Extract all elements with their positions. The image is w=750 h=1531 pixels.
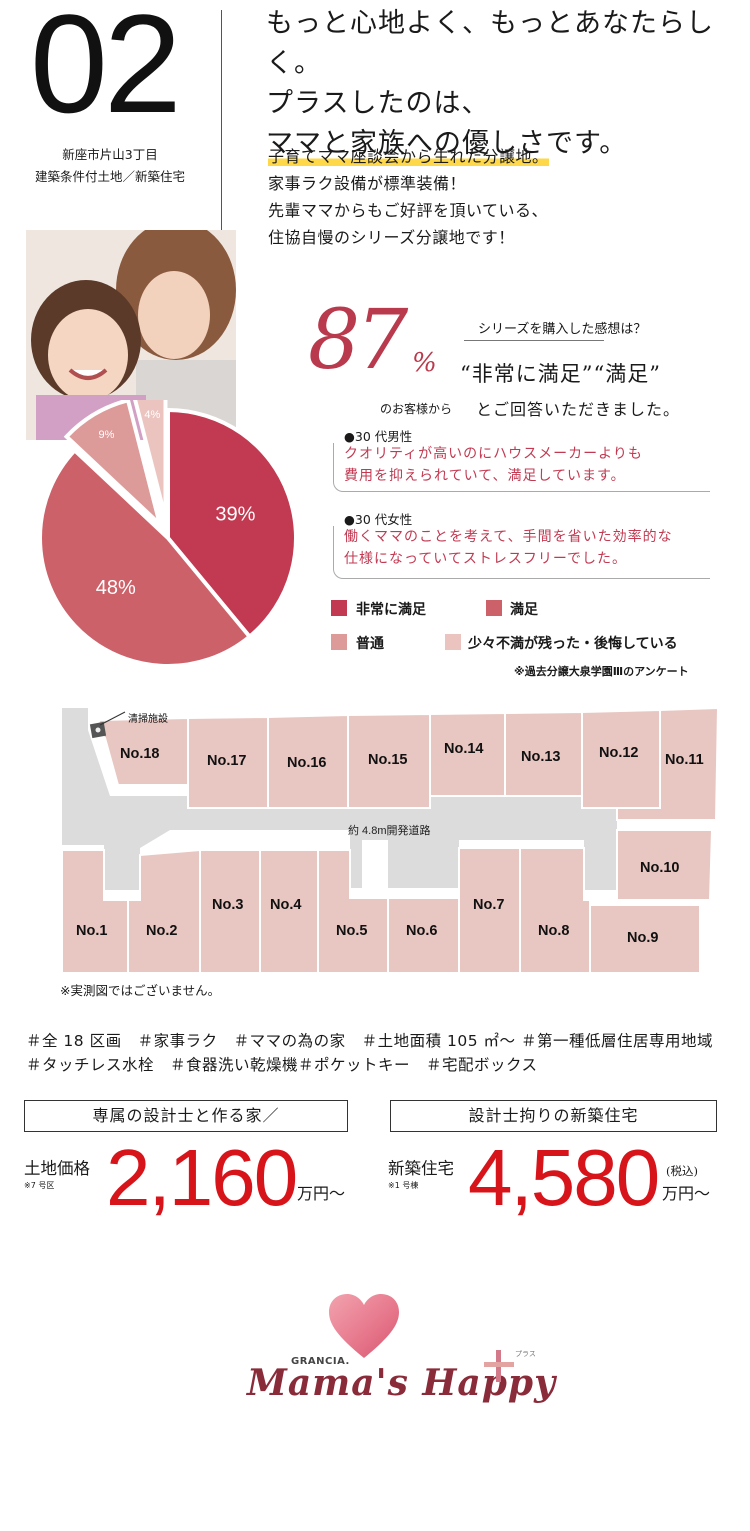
lead-text: 子育てママ座談会から生れた分譲地。 家事ラク設備が標準装備！ 先輩ママからもご好… bbox=[268, 143, 549, 251]
legend-label: 普通 bbox=[356, 633, 384, 653]
price-box-title: 専属の設計士と作る家／ bbox=[24, 1100, 348, 1132]
lot-label: No.5 bbox=[336, 923, 367, 939]
satisfaction-pie-chart: 39% 48% 9% 4% bbox=[30, 400, 305, 675]
pie-label: 4% bbox=[144, 409, 160, 421]
price-note: ※1 号棟 bbox=[388, 1180, 418, 1191]
tax-label: (税込) bbox=[666, 1163, 698, 1179]
road-label: 約 4.8m開発道路 bbox=[348, 822, 431, 838]
legend-label: 満足 bbox=[510, 599, 538, 619]
lot-label: No.15 bbox=[368, 752, 408, 768]
survey-answer-sub: とご回答いただきました。 bbox=[476, 396, 680, 420]
lead-line: 家事ラク設備が標準装備！ bbox=[268, 170, 549, 197]
house-price: 4,580 bbox=[468, 1138, 658, 1218]
lot-label: No.7 bbox=[473, 897, 504, 913]
headline-line: プラスしたのは、 bbox=[266, 84, 746, 124]
legend-label: 非常に満足 bbox=[356, 599, 426, 619]
feature-tags: ＃全 18 区画 ＃家事ラク ＃ママの為の家 ＃土地面積 105 ㎡～ ＃第一種… bbox=[26, 1029, 746, 1053]
voice-line: クオリティが高いのにハウスメーカーよりも bbox=[334, 443, 710, 465]
survey-percentage: 87 bbox=[308, 300, 404, 382]
lot-label: No.4 bbox=[270, 897, 301, 913]
plus-icon bbox=[480, 1346, 520, 1386]
lot-label: No.8 bbox=[538, 923, 569, 939]
source-note: ※過去分譲大泉学園Ⅲのアンケート bbox=[514, 663, 689, 679]
lead-highlight: 子育てママ座談会から生れた分譲地。 bbox=[268, 147, 549, 166]
voice-card: 働くママのことを考えて、手間を省いた効率的な 仕様になっていてストレスフリーでし… bbox=[333, 526, 710, 579]
legend-swatch bbox=[331, 600, 347, 616]
legend-swatch bbox=[445, 634, 461, 650]
price-label: 新築住宅 bbox=[388, 1155, 454, 1179]
lot-label: No.11 bbox=[665, 752, 704, 768]
pie-label: 9% bbox=[98, 429, 114, 441]
lot-label: No.16 bbox=[287, 755, 327, 771]
legend-swatch bbox=[486, 600, 502, 616]
price-unit: 万円～ bbox=[662, 1180, 710, 1204]
headline: もっと心地よく、もっとあなたらしく。 プラスしたのは、 ママと家族への優しさです… bbox=[266, 4, 746, 164]
plus-reading: プラス bbox=[515, 1349, 536, 1359]
map-note: ※実測図ではございません。 bbox=[60, 980, 220, 999]
lead-line: 先輩ママからもご好評を頂いている、 bbox=[268, 197, 549, 224]
question-underline bbox=[464, 340, 604, 341]
price-note: ※7 号区 bbox=[24, 1180, 54, 1191]
lot-label: No.13 bbox=[521, 749, 561, 765]
lot-label: No.17 bbox=[207, 753, 247, 769]
lot-label: No.1 bbox=[76, 923, 107, 939]
lot-label: No.3 bbox=[212, 897, 243, 913]
lead-line: 住協自慢のシリーズ分譲地です！ bbox=[268, 224, 549, 251]
lot-label: No.6 bbox=[406, 923, 437, 939]
customers-label: のお客様から bbox=[380, 400, 452, 417]
feature-tags: ＃タッチレス水栓 ＃食器洗い乾燥機＃ポケットキー ＃宅配ボックス bbox=[26, 1053, 746, 1077]
legend-label: 少々不満が残った・後悔している bbox=[468, 633, 678, 653]
section-number: 02 bbox=[30, 0, 178, 134]
pie-label: 39% bbox=[215, 504, 255, 526]
address-line: 新座市片山3丁目 bbox=[30, 144, 190, 166]
voice-line: 仕様になっていてストレスフリーでした。 bbox=[334, 548, 710, 570]
lot-labels: 清掃施設 約 4.8m開発道路 No.1 No.2 No.3 No.4 No.5… bbox=[0, 690, 750, 975]
lot-label: No.2 bbox=[146, 923, 177, 939]
lot-label: No.10 bbox=[640, 860, 680, 876]
percent-sign: % bbox=[412, 348, 437, 378]
land-price: 2,160 bbox=[106, 1138, 296, 1218]
lot-label: No.14 bbox=[444, 741, 484, 757]
headline-line: もっと心地よく、もっとあなたらしく。 bbox=[266, 4, 746, 84]
voice-card: クオリティが高いのにハウスメーカーよりも 費用を抑えられていて、満足しています。 bbox=[333, 443, 710, 492]
voice-line: 働くママのことを考えて、手間を省いた効率的な bbox=[334, 526, 710, 548]
survey-answer: “非常に満足”“満足” bbox=[460, 358, 661, 388]
facility-label: 清掃施設 bbox=[128, 710, 168, 725]
voice-line: 費用を抑えられていて、満足しています。 bbox=[334, 465, 710, 487]
survey-question: シリーズを購入した感想は？ bbox=[478, 318, 646, 337]
pie-label: 48% bbox=[96, 577, 136, 599]
price-unit: 万円～ bbox=[297, 1180, 345, 1204]
heart-icon bbox=[327, 1292, 401, 1360]
lot-label: No.9 bbox=[627, 930, 658, 946]
lot-label: No.12 bbox=[599, 745, 639, 761]
divider bbox=[221, 10, 222, 243]
price-box-title: 設計士拘りの新築住宅 bbox=[390, 1100, 717, 1132]
legend-swatch bbox=[331, 634, 347, 650]
lot-label: No.18 bbox=[120, 746, 160, 762]
price-label: 土地価格 bbox=[24, 1155, 90, 1179]
building-condition: 建築条件付土地／新築住宅 bbox=[30, 166, 190, 188]
